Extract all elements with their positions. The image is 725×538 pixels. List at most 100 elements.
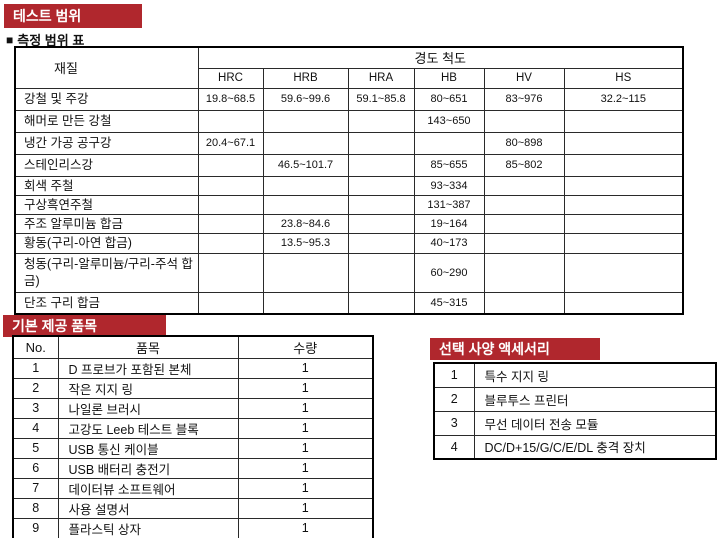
value-cell: [347, 109, 415, 133]
value-cell: [262, 131, 349, 155]
table-row: 2 작은 지지 링 1: [12, 377, 374, 399]
value-cell: [197, 291, 264, 315]
item-cell: 블루투스 프린터: [473, 386, 717, 412]
table-row: 7 데이터뷰 소프트웨어 1: [12, 477, 374, 499]
section-title-standard-items: 기본 제공 품목: [3, 315, 166, 337]
value-cell: [262, 109, 349, 133]
value-cell: [262, 252, 349, 293]
value-cell: [563, 291, 684, 315]
value-cell: [347, 233, 415, 254]
item-cell: DC/D+15/G/C/E/DL 충격 장치: [473, 434, 717, 460]
table-row: 황동(구리-아연 합금) 13.5~95.3 40~173: [14, 233, 684, 254]
table-row: 회색 주철 93~334: [14, 175, 684, 196]
no-cell: 1: [12, 357, 59, 379]
table-row: 단조 구리 합금 45~315: [14, 291, 684, 315]
item-cell: 나일론 브러시: [57, 397, 239, 419]
no-cell: 7: [12, 477, 59, 499]
value-cell: [483, 175, 565, 196]
value-cell: [262, 291, 349, 315]
qty-cell: 1: [237, 497, 374, 519]
col-header-hrc: HRC: [197, 67, 264, 89]
value-cell: 143~650: [413, 109, 485, 133]
material-cell: 냉간 가공 공구강: [14, 131, 199, 155]
value-cell: 60~290: [413, 252, 485, 293]
material-cell: 청동(구리-알루미늄/구리-주석 합금): [14, 252, 199, 293]
qty-cell: 1: [237, 437, 374, 459]
value-cell: 19~164: [413, 213, 485, 235]
value-cell: 85~802: [483, 153, 565, 177]
value-cell: 85~655: [413, 153, 485, 177]
value-cell: [347, 252, 415, 293]
no-cell: 8: [12, 497, 59, 519]
value-cell: 46.5~101.7: [262, 153, 349, 177]
value-cell: 80~898: [483, 131, 565, 155]
value-cell: [483, 213, 565, 235]
item-cell: 특수 지지 링: [473, 362, 717, 388]
no-cell: 3: [12, 397, 59, 419]
qty-cell: 1: [237, 417, 374, 439]
value-cell: [262, 175, 349, 196]
value-cell: 45~315: [413, 291, 485, 315]
col-header-item: 품목: [57, 335, 239, 359]
table-row: 5 USB 통신 케이블 1: [12, 437, 374, 459]
value-cell: [563, 131, 684, 155]
table-row: 주조 알루미늄 합금 23.8~84.6 19~164: [14, 213, 684, 235]
optional-accessories-table: 1 특수 지지 링 2 블루투스 프린터 3 무선 데이터 전송 모듈 4 DC…: [433, 362, 717, 460]
value-cell: [563, 194, 684, 216]
value-cell: [563, 153, 684, 177]
value-cell: [197, 153, 264, 177]
scale-columns-row: HRC HRB HRA HB HV HS: [15, 67, 684, 89]
material-cell: 단조 구리 합금: [14, 291, 199, 315]
value-cell: [563, 252, 684, 293]
value-cell: [347, 131, 415, 155]
value-cell: [563, 213, 684, 235]
item-cell: 무선 데이터 전송 모듈: [473, 410, 717, 436]
material-header-cell: 재질: [14, 46, 199, 89]
value-cell: [197, 213, 264, 235]
value-cell: 59.6~99.6: [262, 87, 349, 111]
table-row: 9 플라스틱 상자 1: [12, 517, 374, 538]
item-cell: 플라스틱 상자: [57, 517, 239, 538]
value-cell: [197, 109, 264, 133]
material-cell: 해머로 만든 강철: [14, 109, 199, 133]
no-cell: 1: [433, 362, 475, 388]
col-header-hv: HV: [483, 67, 565, 89]
table-row: 청동(구리-알루미늄/구리-주석 합금) 60~290: [14, 252, 684, 293]
value-cell: 20.4~67.1: [197, 131, 264, 155]
item-cell: 작은 지지 링: [57, 377, 239, 399]
no-cell: 4: [12, 417, 59, 439]
value-cell: [413, 131, 485, 155]
value-cell: [483, 291, 565, 315]
col-header-no: No.: [12, 335, 59, 359]
no-cell: 5: [12, 437, 59, 459]
col-header-hb: HB: [413, 67, 485, 89]
table-row: 1 D 프로브가 포함된 본체 1: [12, 357, 374, 379]
table-row: 1 특수 지지 링: [433, 362, 717, 388]
value-cell: [563, 175, 684, 196]
no-cell: 2: [433, 386, 475, 412]
measurement-range-table: 재질 경도 척도 HRC HRB HRA HB HV HS 강철 및 주강 19…: [14, 46, 685, 315]
material-cell: 구상흑연주철: [14, 194, 199, 216]
value-cell: [347, 153, 415, 177]
table-row: 3 무선 데이터 전송 모듈: [433, 410, 717, 436]
section-title-optional-accessories: 선택 사양 액세서리: [430, 338, 600, 360]
value-cell: [262, 194, 349, 216]
measurement-range-subtitle-label: 측정 범위 표: [17, 33, 85, 48]
no-cell: 2: [12, 377, 59, 399]
hardness-scale-header-cell: 경도 척도: [197, 46, 684, 69]
table-row: 4 고강도 Leeb 테스트 블록 1: [12, 417, 374, 439]
value-cell: 13.5~95.3: [262, 233, 349, 254]
value-cell: [197, 194, 264, 216]
qty-cell: 1: [237, 377, 374, 399]
value-cell: 80~651: [413, 87, 485, 111]
table-header-row: 재질 경도 척도: [14, 46, 684, 89]
qty-cell: 1: [237, 397, 374, 419]
value-cell: 19.8~68.5: [197, 87, 264, 111]
material-cell: 회색 주철: [14, 175, 199, 196]
measurement-range-subtitle: ■ 측정 범위 표: [6, 30, 84, 49]
table-row: 8 사용 설명서 1: [12, 497, 374, 519]
value-cell: [347, 291, 415, 315]
value-cell: 93~334: [413, 175, 485, 196]
table-row: 구상흑연주철 131~387: [14, 194, 684, 216]
